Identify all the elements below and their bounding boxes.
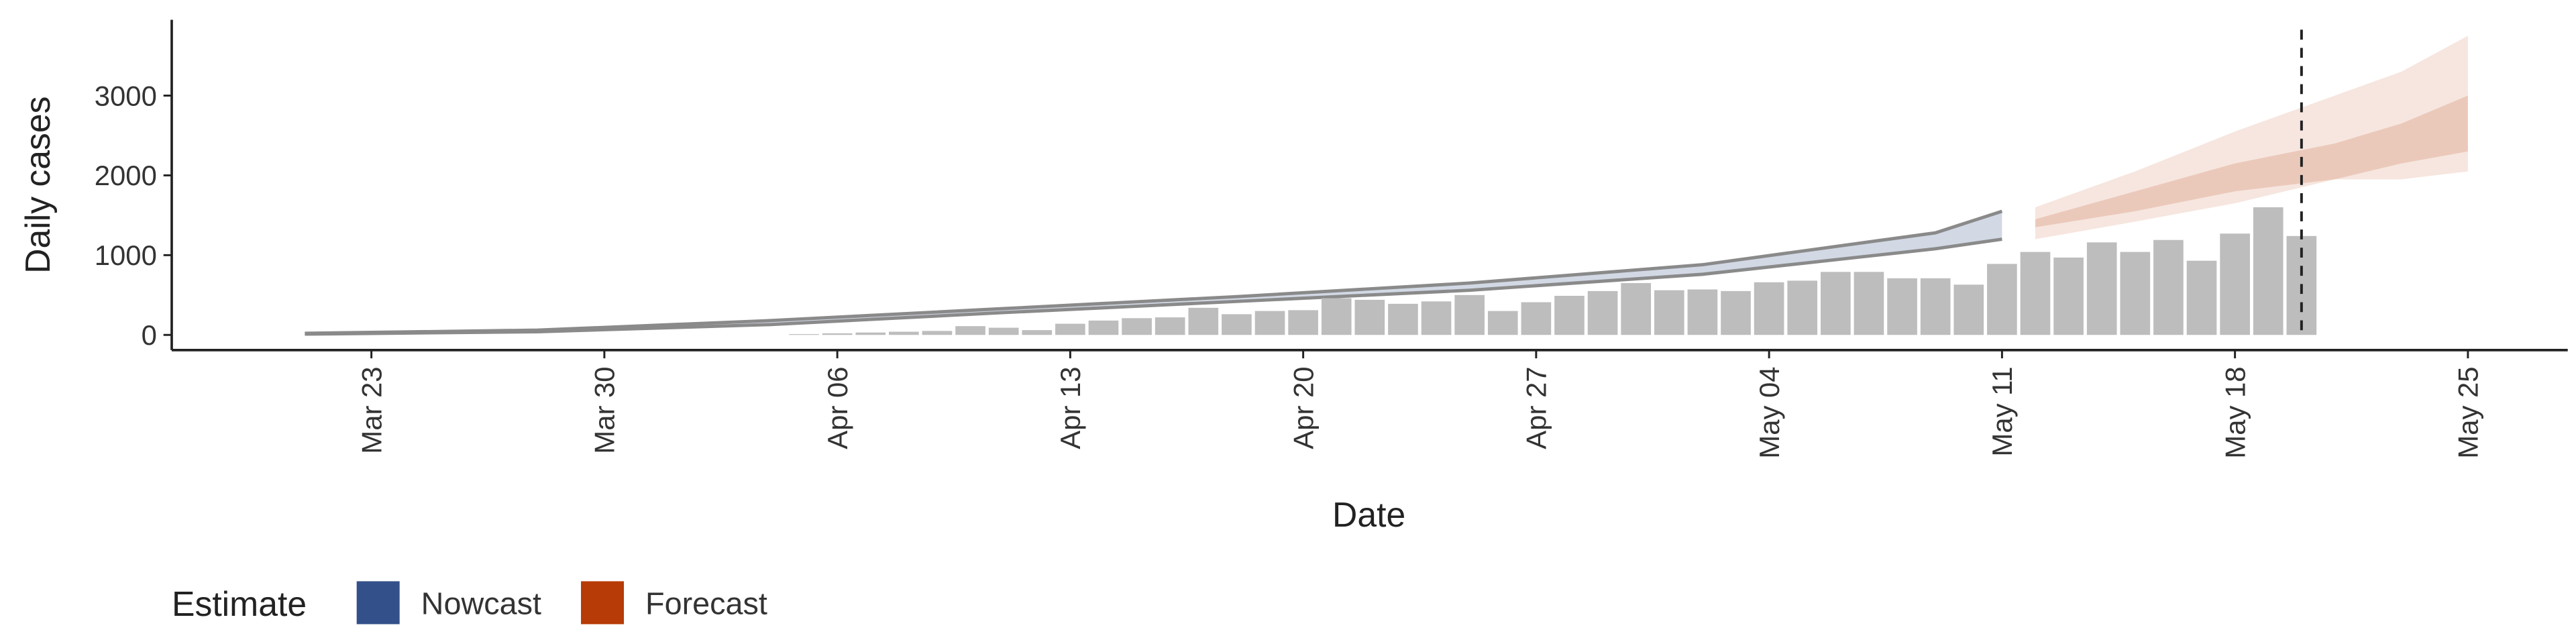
- bar: [1254, 311, 1285, 335]
- bar: [1321, 298, 1352, 335]
- x-tick-label: Mar 30: [589, 366, 621, 453]
- bar: [1222, 314, 1252, 335]
- bar: [1055, 323, 1085, 335]
- x-tick-label: May 18: [2219, 366, 2251, 458]
- legend-label: Forecast: [645, 586, 767, 621]
- band-outer: [2035, 36, 2468, 239]
- bar: [1987, 264, 2017, 335]
- bar: [1754, 282, 1784, 335]
- bar: [1953, 284, 1984, 335]
- bar: [1654, 290, 1684, 335]
- x-tick-label: May 11: [1986, 366, 2018, 456]
- x-tick-label: May 25: [2453, 366, 2484, 458]
- y-tick-label: 3000: [95, 80, 157, 111]
- bar: [1155, 317, 1185, 335]
- x-tick-label: Mar 23: [356, 366, 387, 453]
- bar: [1687, 289, 1718, 335]
- legend-label: Nowcast: [421, 586, 541, 621]
- bar: [922, 331, 953, 335]
- bar: [855, 332, 886, 335]
- bar: [1388, 303, 1418, 335]
- bar: [2053, 257, 2084, 335]
- bar: [1554, 295, 1585, 335]
- bar: [1354, 299, 1385, 335]
- bar: [1521, 302, 1552, 335]
- bar: [988, 327, 1019, 335]
- bar: [1821, 272, 1851, 335]
- legend-swatch: [581, 581, 625, 625]
- bar: [2153, 239, 2184, 335]
- bar: [1421, 301, 1452, 335]
- y-tick-label: 1000: [95, 239, 157, 271]
- bar: [2253, 207, 2284, 335]
- bar: [1288, 310, 1318, 335]
- bar: [822, 333, 853, 335]
- bar: [1487, 311, 1518, 335]
- x-tick-label: Apr 13: [1055, 366, 1086, 449]
- bar: [2120, 252, 2151, 335]
- bar: [2186, 260, 2217, 335]
- bar: [2020, 252, 2051, 335]
- bar: [1122, 318, 1152, 335]
- bar: [1887, 278, 1917, 335]
- y-tick-label: 2000: [95, 160, 157, 191]
- bar: [1088, 320, 1119, 335]
- bar: [1587, 290, 1618, 335]
- bar: [1621, 282, 1652, 335]
- bar: [1721, 290, 1751, 335]
- bar: [1188, 307, 1219, 335]
- bar: [1022, 330, 1053, 335]
- legend-swatch: [356, 581, 400, 625]
- bar: [889, 331, 919, 335]
- y-tick-label: 0: [142, 319, 157, 351]
- bar: [2086, 242, 2117, 335]
- x-tick-label: May 04: [1754, 366, 1785, 458]
- band-edge: [305, 209, 2003, 335]
- band-edge: [305, 237, 2002, 336]
- legend-title: Estimate: [172, 584, 307, 623]
- bar: [1920, 278, 1951, 335]
- bar: [789, 334, 819, 335]
- x-axis-title: Date: [1332, 495, 1405, 534]
- bar: [955, 326, 985, 335]
- bar: [1854, 272, 1884, 335]
- y-axis-title: Daily cases: [18, 97, 57, 274]
- band-outer: [305, 211, 2002, 335]
- x-tick-label: Apr 06: [822, 366, 853, 449]
- bar: [1787, 280, 1818, 335]
- bar: [1454, 294, 1485, 335]
- x-tick-label: Apr 27: [1521, 366, 1552, 449]
- bar: [2220, 233, 2250, 335]
- band-inner: [2035, 95, 2468, 227]
- x-tick-label: Apr 20: [1287, 366, 1319, 449]
